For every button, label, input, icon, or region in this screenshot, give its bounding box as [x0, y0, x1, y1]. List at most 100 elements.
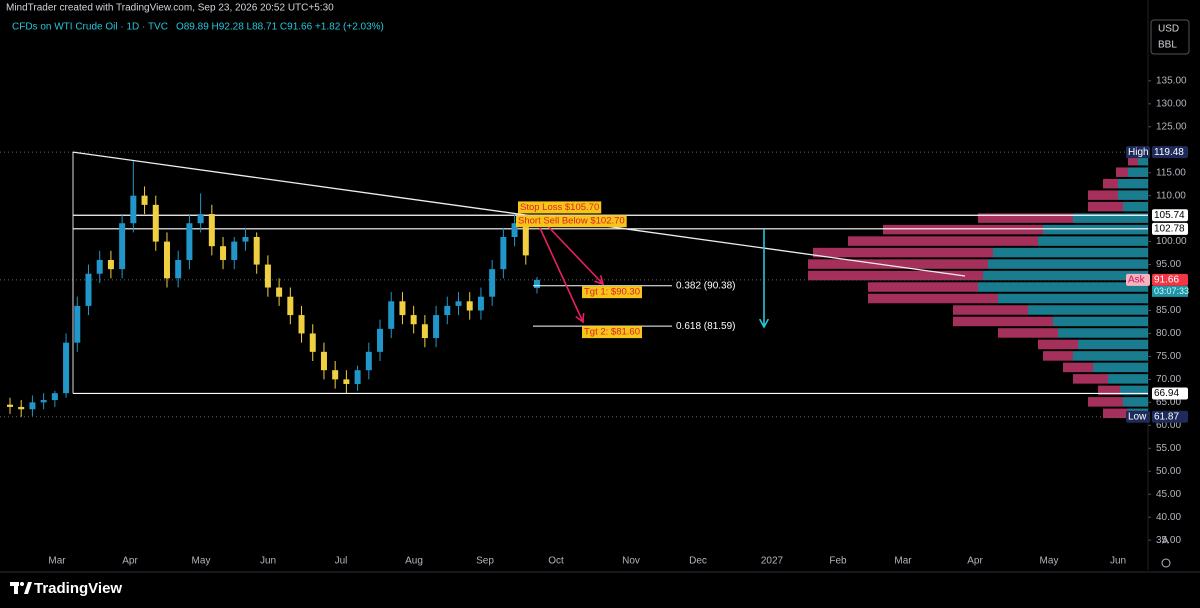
candle-body: [242, 237, 249, 242]
settings-icon[interactable]: [1161, 558, 1171, 568]
candle-body: [152, 204, 159, 242]
trendline: [72, 151, 966, 277]
candle-body: [85, 273, 92, 306]
credit: MindTrader created with TradingView.com,…: [6, 3, 334, 14]
profile-buy: [1123, 201, 1148, 212]
unit[interactable]: BBL: [1158, 40, 1177, 51]
candle-body: [175, 259, 182, 279]
profile-sell: [868, 293, 998, 304]
annotation-box: [518, 201, 602, 214]
profile-buy: [1053, 316, 1148, 327]
profile-buy: [1138, 155, 1148, 166]
y-tick-label: 75.00: [1156, 351, 1181, 362]
annotation-box: [582, 326, 642, 339]
profile-buy: [998, 293, 1148, 304]
candle-body: [51, 393, 58, 401]
candle-body: [377, 328, 384, 352]
profile-sell: [1043, 351, 1073, 361]
annotation-text: Short Sell Below $102.70: [518, 216, 625, 227]
x-tick-label: Sep: [476, 556, 494, 567]
profile-buy: [1118, 178, 1148, 189]
candle-body: [433, 315, 440, 339]
candle-body: [332, 370, 339, 380]
profile-sell: [1038, 339, 1078, 350]
candle-body: [354, 370, 361, 384]
candle-body: [96, 259, 103, 274]
target-arrow: [539, 217, 604, 285]
x-tick-label: May: [192, 556, 211, 567]
price-tag-name: High: [1128, 147, 1149, 158]
x-tick-label: Apr: [967, 556, 983, 567]
candle-body: [365, 351, 372, 371]
candle-body: [264, 264, 271, 288]
y-tick-label: 70.00: [1156, 374, 1181, 385]
candle-body: [444, 305, 451, 316]
y-tick-label: 125.00: [1156, 121, 1187, 132]
y-tick-label: 95.00: [1156, 259, 1181, 270]
candle-body: [309, 333, 316, 352]
profile-buy: [978, 282, 1148, 292]
profile-sell: [998, 328, 1058, 338]
candle-body: [298, 315, 305, 334]
candle-body: [410, 315, 417, 325]
profile-sell: [953, 305, 1028, 315]
fib-label: 0.618 (81.59): [676, 321, 736, 332]
brand[interactable]: TradingView: [34, 580, 122, 597]
currency[interactable]: USD: [1158, 24, 1179, 35]
profile-sell: [1116, 167, 1128, 177]
profile-buy: [1043, 224, 1148, 235]
profile-sell: [978, 213, 1073, 223]
fib-label: 0.382 (90.38): [676, 280, 736, 291]
tv-logo: [10, 582, 32, 594]
candle-body: [119, 223, 126, 270]
move-arrow-head: [758, 318, 770, 329]
x-tick-label: Jun: [1110, 556, 1126, 567]
y-tick-label: 50.00: [1156, 466, 1181, 477]
profile-buy: [1118, 190, 1148, 200]
candle-body: [489, 269, 496, 297]
profile-buy: [1038, 236, 1148, 246]
price-tag: [1152, 146, 1188, 159]
unit-box[interactable]: [1150, 19, 1190, 55]
candle-body: [107, 259, 114, 270]
candle-body: [231, 241, 238, 260]
candle-body: [208, 214, 215, 247]
x-tick-label: 2027: [761, 556, 784, 567]
annotation-text: Tgt 1: $90.30: [584, 287, 640, 298]
x-tick-label: Aug: [405, 556, 423, 567]
candle-body: [130, 195, 137, 224]
x-tick-label: Oct: [548, 556, 564, 567]
profile-sell: [1063, 362, 1093, 373]
profile-sell: [813, 247, 993, 258]
x-tick-label: Dec: [689, 556, 707, 567]
candle-body: [253, 237, 260, 265]
y-tick-label: 100.00: [1156, 236, 1187, 247]
profile-sell: [1088, 201, 1123, 212]
profile-buy: [1093, 362, 1148, 373]
price-tag-value: 105.74: [1154, 210, 1185, 221]
profile-buy: [1078, 339, 1148, 350]
profile-sell: [1103, 178, 1118, 189]
profile-buy: [1108, 374, 1148, 384]
price-tag: [1152, 273, 1188, 286]
candle-body: [197, 214, 204, 224]
countdown: 03:07:33: [1154, 286, 1189, 296]
price-tag-value: 119.48: [1154, 147, 1184, 158]
countdown-box: [1152, 285, 1188, 297]
annotation-box: [582, 286, 642, 299]
target-arrow: [539, 227, 584, 323]
price-tag: [1152, 222, 1188, 235]
price-tag-value: 66.94: [1154, 388, 1179, 399]
profile-buy: [1028, 305, 1148, 315]
profile-buy: [1120, 385, 1148, 396]
profile-sell: [808, 270, 983, 281]
x-tick-label: Apr: [122, 556, 138, 567]
y-tick-label: 60.00: [1156, 420, 1181, 431]
auto-scale[interactable]: A: [1162, 536, 1169, 547]
profile-sell: [848, 236, 1038, 246]
profile-buy: [1058, 328, 1148, 338]
candle-body: [388, 301, 395, 329]
profile-sell: [1088, 397, 1123, 407]
